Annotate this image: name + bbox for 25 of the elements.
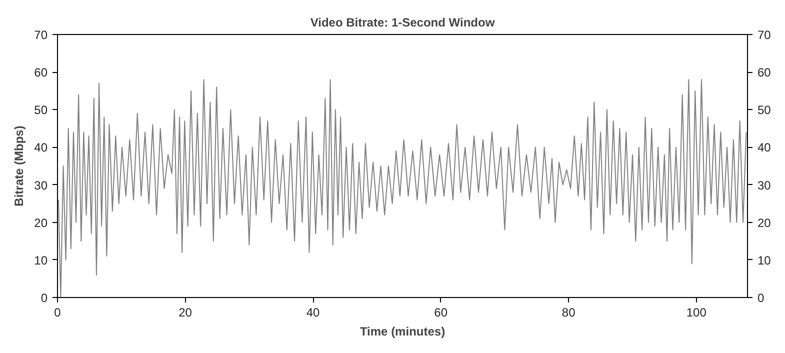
y-tick-label: 40 bbox=[34, 140, 48, 155]
x-tick-label: 100 bbox=[686, 306, 707, 320]
y-tick-label: 10 bbox=[34, 253, 48, 268]
x-tick-label: 40 bbox=[306, 306, 320, 320]
x-axis-title: Time (minutes) bbox=[360, 324, 446, 338]
y-tick-label: 60 bbox=[34, 66, 48, 80]
x-tick-label: 80 bbox=[562, 306, 576, 320]
y-tick-label: 30 bbox=[34, 178, 48, 192]
y2-tick-label: 20 bbox=[758, 216, 772, 230]
y2-tick-label: 70 bbox=[758, 28, 772, 42]
y-tick-label: 70 bbox=[34, 28, 48, 42]
y2-tick-label: 40 bbox=[758, 140, 772, 155]
y2-tick-label: 50 bbox=[758, 103, 772, 118]
y2-tick-label: 60 bbox=[758, 66, 772, 80]
y2-tick-label: 10 bbox=[758, 253, 772, 268]
x-tick-label: 0 bbox=[54, 306, 62, 320]
y-axis-title: Bitrate (Mbps) bbox=[12, 126, 26, 206]
y-tick-label: 20 bbox=[34, 216, 48, 230]
y2-tick-label: 0 bbox=[758, 291, 764, 305]
x-tick-label: 20 bbox=[178, 306, 192, 320]
y2-tick-label: 30 bbox=[758, 178, 772, 192]
y-tick-label: 0 bbox=[40, 291, 48, 305]
chart-title: Video Bitrate: 1-Second Window bbox=[310, 16, 496, 30]
y-tick-label: 50 bbox=[34, 103, 48, 118]
x-tick-label: 60 bbox=[434, 306, 448, 320]
